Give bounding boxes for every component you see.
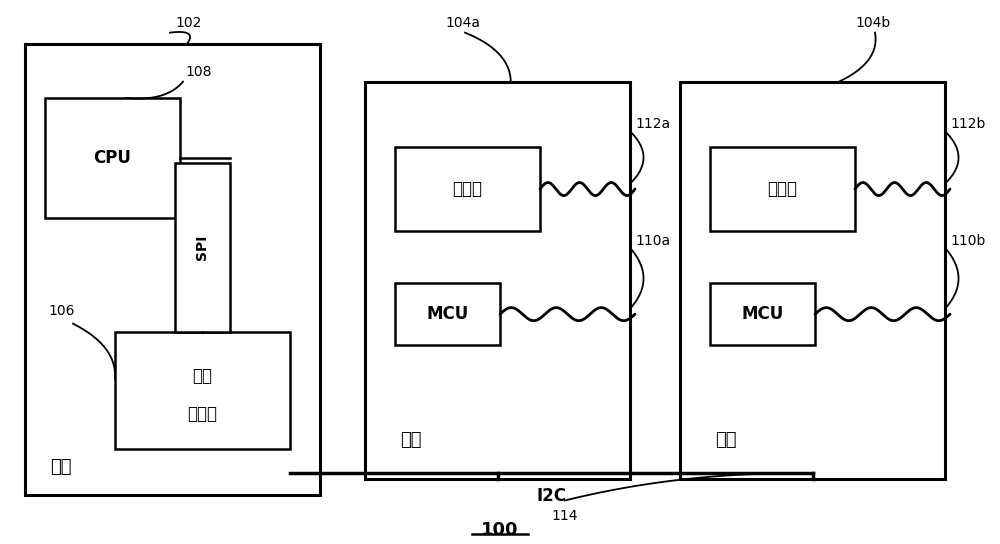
Text: SPI: SPI bbox=[195, 235, 209, 260]
Text: 100: 100 bbox=[481, 521, 519, 539]
Text: 110a: 110a bbox=[635, 233, 670, 248]
Bar bbox=[365, 82, 630, 479]
Text: I2C: I2C bbox=[536, 487, 566, 505]
Text: CPU: CPU bbox=[94, 149, 131, 167]
Text: 106: 106 bbox=[48, 304, 74, 318]
Text: 110b: 110b bbox=[950, 233, 985, 248]
Bar bbox=[395, 147, 540, 231]
Text: 112a: 112a bbox=[635, 116, 670, 131]
Text: 传感器: 传感器 bbox=[452, 180, 482, 198]
Bar bbox=[115, 332, 290, 449]
Bar bbox=[710, 147, 855, 231]
Text: 集线器: 集线器 bbox=[188, 405, 218, 423]
Bar bbox=[45, 98, 180, 218]
Text: 核心: 核心 bbox=[50, 458, 72, 476]
Text: 模块: 模块 bbox=[400, 431, 422, 449]
Bar bbox=[710, 283, 815, 345]
Text: 传感器: 传感器 bbox=[768, 180, 798, 198]
Bar bbox=[680, 82, 945, 479]
Text: 102: 102 bbox=[175, 16, 201, 30]
Bar bbox=[395, 283, 500, 345]
Text: 核心: 核心 bbox=[192, 367, 212, 385]
Text: 104b: 104b bbox=[855, 16, 890, 30]
Text: 112b: 112b bbox=[950, 116, 985, 131]
Text: 114: 114 bbox=[552, 509, 578, 523]
Text: MCU: MCU bbox=[426, 305, 469, 323]
Text: 模块: 模块 bbox=[715, 431, 737, 449]
Bar bbox=[175, 163, 230, 332]
Text: 104a: 104a bbox=[445, 16, 480, 30]
Text: 108: 108 bbox=[185, 65, 212, 79]
Bar bbox=[25, 44, 320, 495]
Text: MCU: MCU bbox=[741, 305, 784, 323]
